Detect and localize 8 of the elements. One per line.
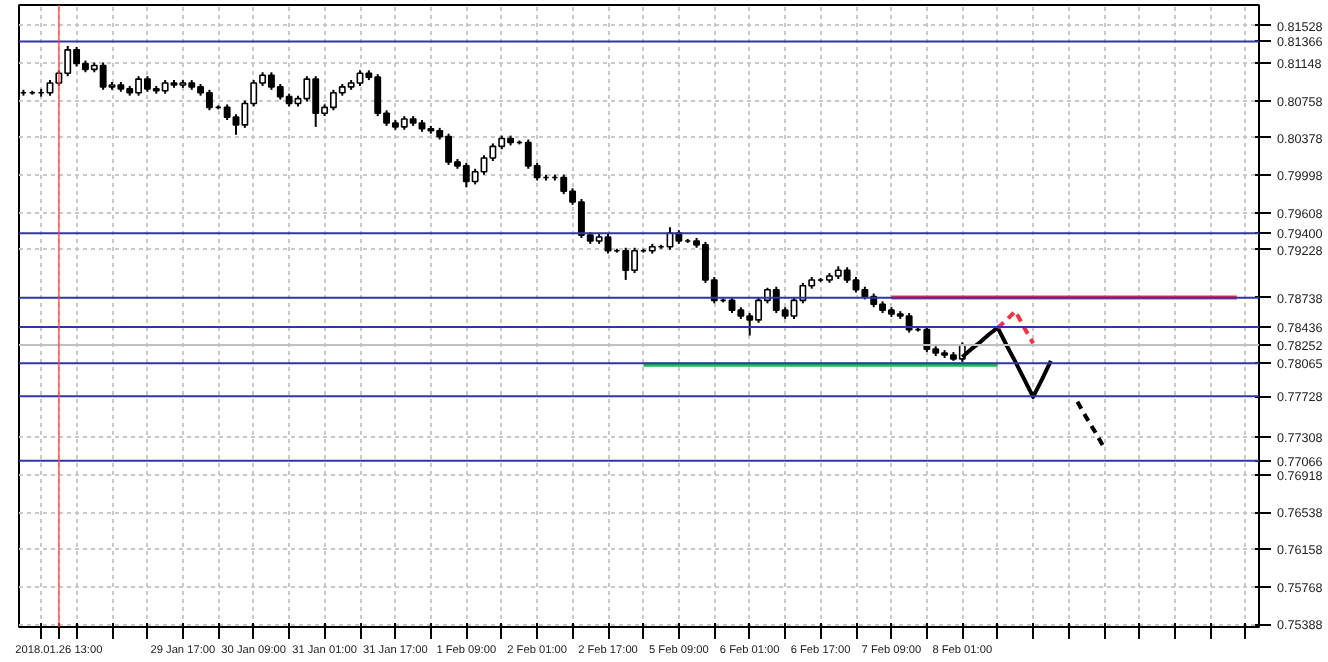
candlestick [480,154,488,176]
candlestick [205,88,213,112]
candlestick [622,246,630,281]
candlestick [99,61,107,91]
line-series [1075,399,1106,450]
candlestick [560,173,568,196]
line-series [995,309,1036,346]
candlestick [923,325,931,354]
